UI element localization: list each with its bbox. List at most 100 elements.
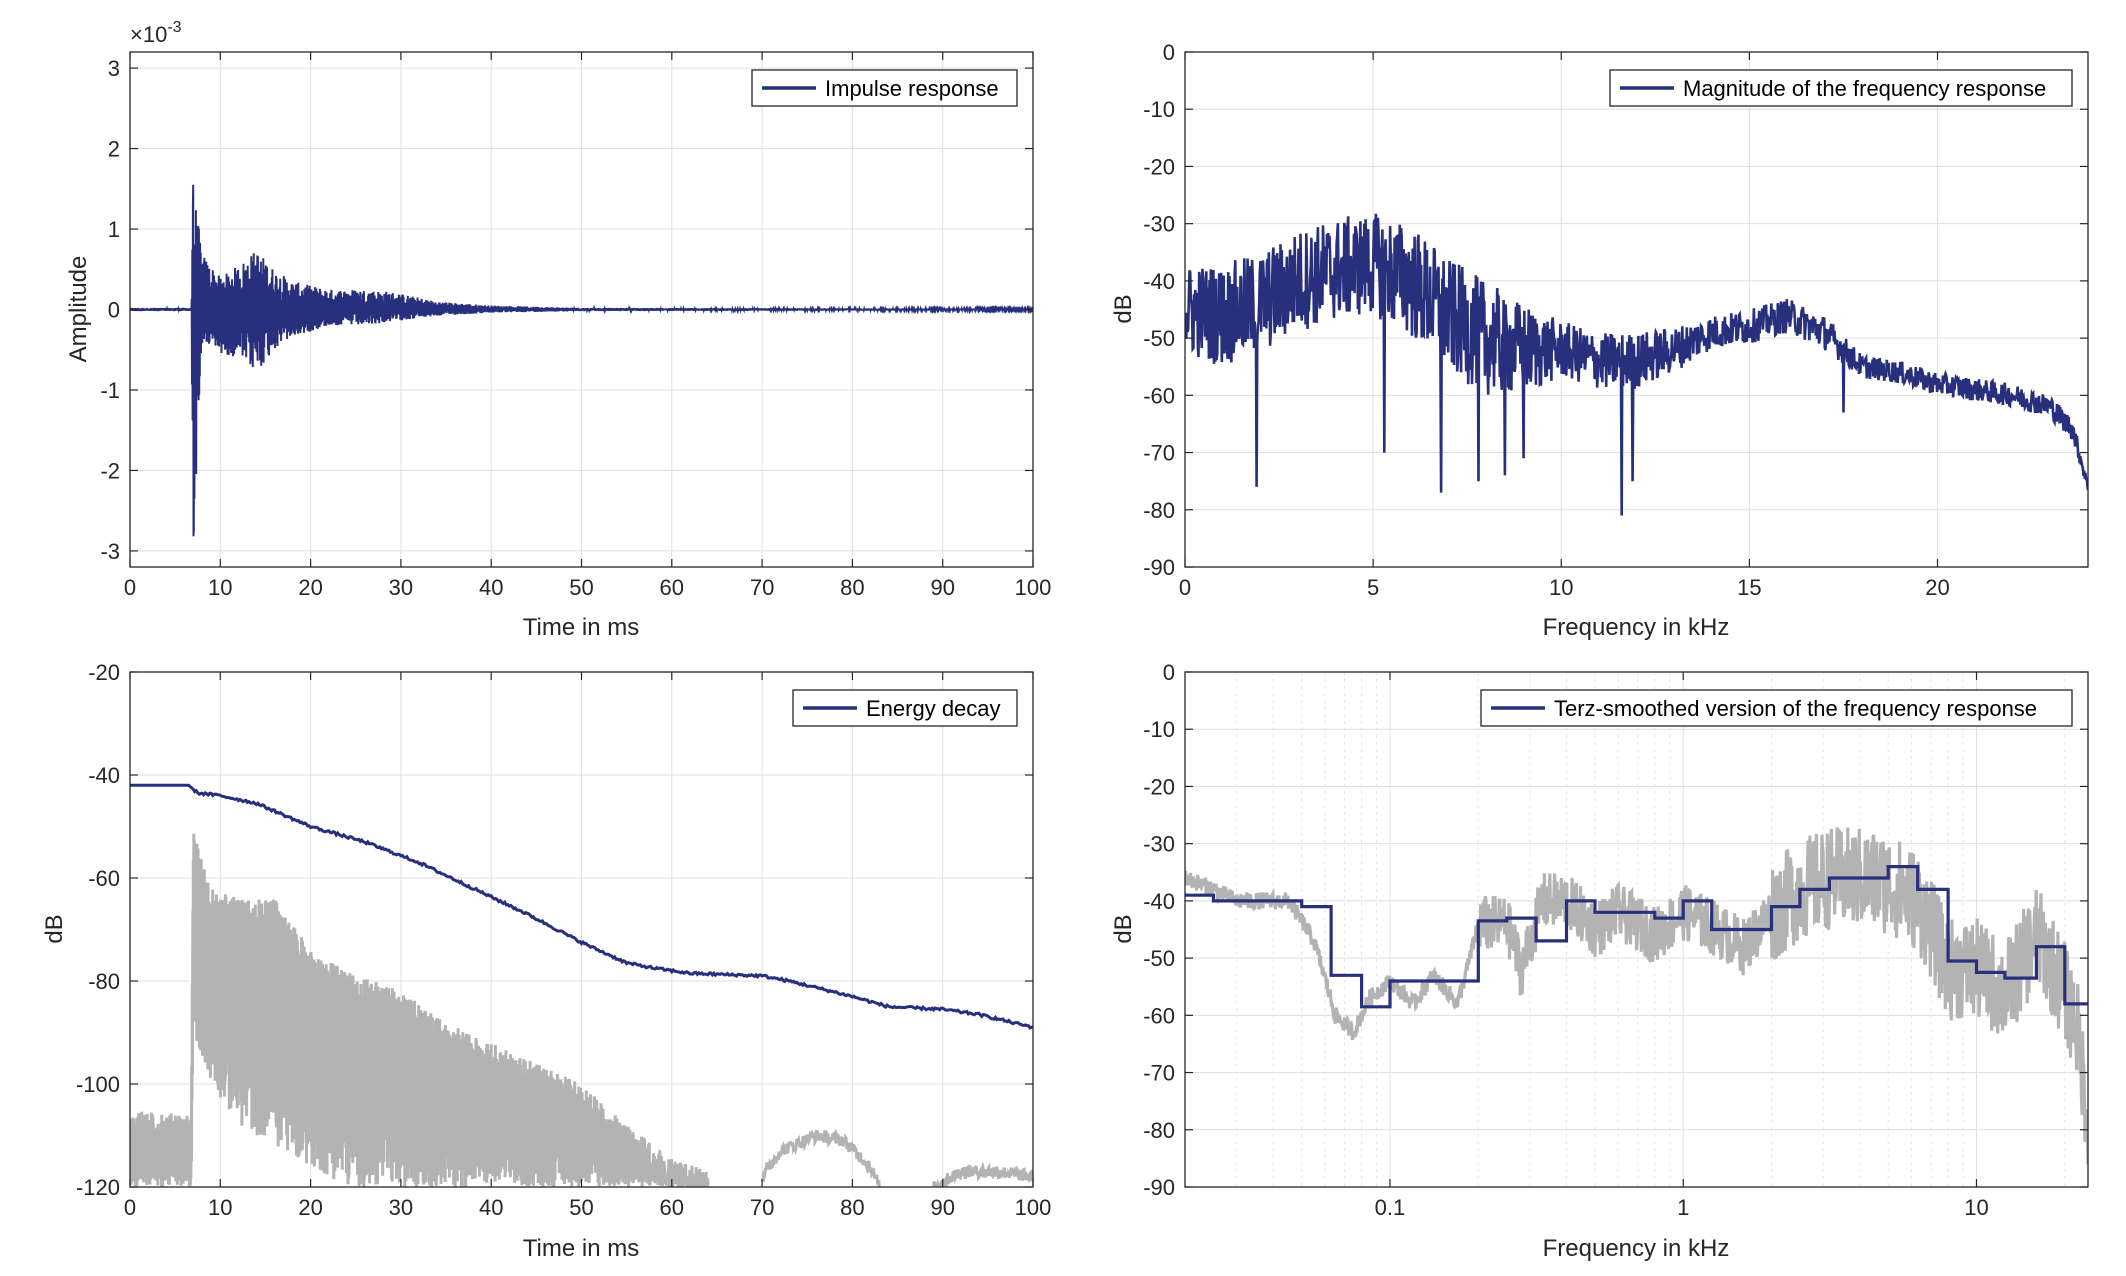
terz-smoothed-line (1185, 865, 2088, 1009)
y-tick-label: 1 (108, 217, 120, 242)
exponent-base: ×10 (130, 22, 167, 47)
y-tick-label: -80 (1143, 1118, 1175, 1143)
energy-raw-hump (932, 1161, 1033, 1187)
terz-ticks: 0.1 1 10 0 -10 -20 -30 -40 -50 -60 -70 -80 -90 (1143, 660, 2088, 1220)
x-tick-label: 10 (208, 1195, 232, 1220)
x-tick-label: 80 (840, 575, 864, 600)
y-tick-label: -120 (76, 1175, 120, 1200)
y-tick-label: -80 (88, 969, 120, 994)
y-tick-label: -40 (88, 763, 120, 788)
energy-raw-line (130, 833, 710, 1187)
y-tick-label: -60 (1143, 1003, 1175, 1028)
magnitude-data (1185, 213, 2088, 516)
y-tick-label: -40 (1143, 889, 1175, 914)
x-tick-label: 90 (930, 575, 954, 600)
x-tick-label: 90 (930, 1195, 954, 1220)
magnitude-legend-label: Magnitude of the frequency response (1683, 76, 2046, 101)
y-tick-label: -50 (1143, 326, 1175, 351)
impulse-xlabel: Time in ms (523, 614, 639, 641)
magnitude-axes-frame (1184, 51, 2089, 568)
y-tick-label: 3 (108, 56, 120, 81)
x-tick-label: 40 (479, 1195, 503, 1220)
x-tick-label: 30 (389, 1195, 413, 1220)
y-tick-label: -50 (1143, 946, 1175, 971)
magnitude-legend-box (1609, 69, 2073, 107)
x-tick-label: 10 (208, 575, 232, 600)
impulse-ticks: 0 10 20 30 40 50 60 70 80 90 100 -3 -2 -1 0 1 2 3 (100, 52, 1051, 600)
magnitude-ticks: 0 5 10 15 20 0 -10 -20 -30 -40 -50 -60 -70 -80 -90 (1143, 40, 2088, 600)
y-tick-label: 0 (1163, 40, 1175, 65)
impulse-ylabel: Amplitude (65, 256, 92, 363)
energy-ticks: 0 10 20 30 40 50 60 70 80 90 100 -20 -40 -60 -80 -100 -1… (76, 660, 1051, 1220)
y-tick-label: -20 (88, 660, 120, 685)
x-tick-label: 100 (1015, 575, 1052, 600)
terz-data (1185, 827, 2088, 1165)
x-tick-label: 70 (750, 1195, 774, 1220)
x-tick-label: 0.1 (1375, 1195, 1406, 1220)
y-tick-label: 0 (1163, 660, 1175, 685)
terz-legend-box (1480, 689, 2073, 727)
x-tick-label: 5 (1367, 575, 1379, 600)
terz-smoothed-panel: 0.1 1 10 0 -10 -20 -30 -40 -50 -60 -70 -80 -90 Frequ… (1110, 660, 2089, 1262)
x-tick-label: 10 (1549, 575, 1573, 600)
x-tick-label: 0 (124, 575, 136, 600)
x-tick-label: 1 (1677, 1195, 1689, 1220)
y-tick-label: -1 (100, 378, 120, 403)
x-tick-label: 15 (1737, 575, 1761, 600)
y-tick-label: -70 (1143, 1061, 1175, 1086)
x-tick-label: 70 (750, 575, 774, 600)
x-tick-label: 80 (840, 1195, 864, 1220)
x-tick-label: 30 (389, 575, 413, 600)
impulse-data (130, 184, 1033, 537)
x-tick-label: 10 (1964, 1195, 1988, 1220)
terz-raw-line (1185, 827, 2088, 1165)
energy-legend-label: Energy decay (866, 696, 1001, 721)
y-tick-label: -40 (1143, 269, 1175, 294)
impulse-legend: Impulse response (751, 69, 1018, 107)
magnitude-legend: Magnitude of the frequency response (1609, 69, 2073, 107)
x-tick-label: 100 (1015, 1195, 1052, 1220)
magnitude-ylabel: dB (1110, 294, 1137, 323)
terz-ylabel: dB (1110, 914, 1137, 943)
magnitude-plot-area (1185, 52, 2088, 567)
y-tick-label: -30 (1143, 832, 1175, 857)
impulse-exponent-label: ×10-3 (130, 19, 182, 47)
energy-legend: Energy decay (792, 689, 1018, 727)
energy-xlabel: Time in ms (523, 1235, 639, 1262)
terz-xlabel: Frequency in kHz (1543, 1235, 1730, 1262)
y-tick-label: -100 (76, 1072, 120, 1097)
x-tick-label: 20 (298, 575, 322, 600)
energy-data (130, 783, 1033, 1187)
y-tick-label: -10 (1143, 97, 1175, 122)
x-tick-label: 20 (1925, 575, 1949, 600)
magnitude-line (1185, 213, 2088, 516)
exponent-power: -3 (167, 19, 181, 36)
impulse-response-line (130, 184, 1033, 537)
magnitude-panel: 0 5 10 15 20 0 -10 -20 -30 -40 -50 -60 -70 -80 -90 Fre… (1110, 40, 2089, 641)
energy-raw-hump (760, 1128, 881, 1187)
y-tick-label: -20 (1143, 154, 1175, 179)
x-tick-label: 50 (569, 1195, 593, 1220)
impulse-response-panel: 0 10 20 30 40 50 60 70 80 90 100 -3 -2 -1 0 1 2 3 Time in… (65, 19, 1051, 641)
terz-legend-label: Terz-smoothed version of the frequency r… (1554, 696, 2037, 721)
y-tick-label: -70 (1143, 441, 1175, 466)
x-tick-label: 60 (660, 575, 684, 600)
y-tick-label: -90 (1143, 1175, 1175, 1200)
y-tick-label: -10 (1143, 717, 1175, 742)
y-tick-label: -90 (1143, 555, 1175, 580)
x-tick-label: 60 (660, 1195, 684, 1220)
y-tick-label: 0 (108, 298, 120, 323)
y-tick-label: -60 (88, 866, 120, 891)
y-tick-label: -80 (1143, 498, 1175, 523)
y-tick-label: -30 (1143, 212, 1175, 237)
x-tick-label: 0 (124, 1195, 136, 1220)
y-tick-label: -3 (100, 539, 120, 564)
impulse-legend-label: Impulse response (825, 76, 999, 101)
y-tick-label: -2 (100, 458, 120, 483)
y-tick-label: 2 (108, 137, 120, 162)
energy-decay-panel: 0 10 20 30 40 50 60 70 80 90 100 -20 -40 -60 -80 -100 -1… (41, 660, 1051, 1262)
y-tick-label: -60 (1143, 383, 1175, 408)
y-tick-label: -20 (1143, 774, 1175, 799)
x-tick-label: 50 (569, 575, 593, 600)
